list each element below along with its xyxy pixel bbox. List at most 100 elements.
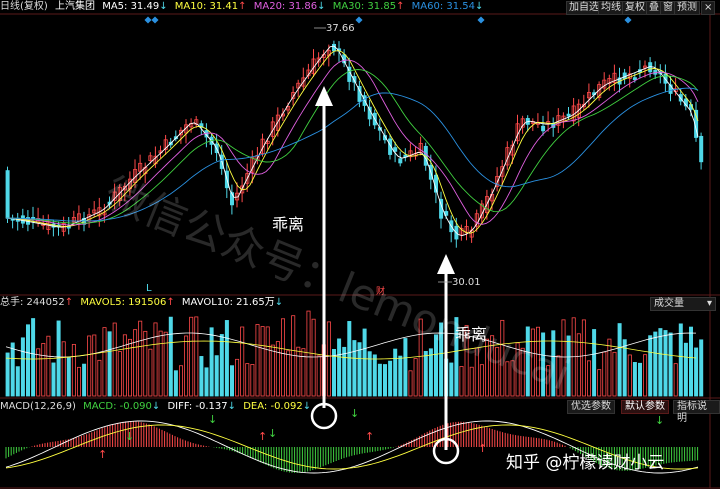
volume-bar xyxy=(510,360,515,397)
volume-bar xyxy=(51,362,56,397)
volume-bar xyxy=(459,366,464,397)
volume-bar xyxy=(311,318,316,397)
diff-value: DIFF: -0.137 xyxy=(167,401,228,412)
tab-indicator-guide[interactable]: 指标说明 xyxy=(673,400,720,424)
volume-bar xyxy=(678,323,683,397)
predict-button[interactable]: 预测 xyxy=(674,1,700,15)
volume-bar xyxy=(638,362,643,397)
volume-bar xyxy=(46,335,51,397)
credit-text: 知乎 @柠檬读财小云 xyxy=(506,453,665,473)
avg-line-button[interactable]: 均线 xyxy=(598,1,624,15)
candle xyxy=(602,79,607,89)
volume-bar xyxy=(194,316,199,397)
volume-bar xyxy=(342,346,347,397)
volume-bar xyxy=(495,346,500,397)
volume-bar xyxy=(372,354,377,397)
candle xyxy=(464,226,469,234)
event-marker-icon xyxy=(144,16,152,24)
volume-bar xyxy=(87,335,92,397)
candle xyxy=(408,150,413,158)
volume-bar xyxy=(178,365,183,397)
candle xyxy=(622,72,627,80)
candle xyxy=(275,114,280,131)
ma10-arrow-icon: ↑ xyxy=(238,1,247,12)
period-label[interactable]: 日线(复权) xyxy=(0,1,48,12)
volume-bar xyxy=(148,348,153,397)
candle xyxy=(97,207,102,217)
volume-bar xyxy=(31,318,36,397)
candle xyxy=(388,138,393,155)
close-icon[interactable]: × xyxy=(701,1,716,15)
volume-bar xyxy=(316,355,321,397)
candle xyxy=(122,185,127,191)
restore-button[interactable]: 复权 xyxy=(622,1,648,15)
volume-bar xyxy=(286,350,291,397)
ma30-label: MA30: 31.85 xyxy=(332,1,397,12)
volume-bar xyxy=(423,350,428,397)
volume-bar xyxy=(607,338,612,397)
candle xyxy=(316,57,321,63)
volume-bar xyxy=(454,317,459,397)
l-marker: L xyxy=(146,283,152,294)
mavol10-label: MAVOL10: 21.65万 xyxy=(181,297,275,308)
candle xyxy=(148,155,153,161)
volume-bar xyxy=(41,343,46,397)
candle xyxy=(382,135,387,141)
volume-bar xyxy=(393,348,398,397)
volume-bar xyxy=(250,364,255,397)
volume-bar xyxy=(5,352,10,397)
volume-bar xyxy=(479,364,484,397)
arrow-head-icon xyxy=(437,254,455,274)
add-watch-button[interactable]: 加自选 xyxy=(566,1,602,15)
low-price-label: 30.01 xyxy=(452,277,481,288)
volume-bar xyxy=(224,320,229,397)
volume-indicator-dropdown[interactable]: 成交量 ▾ xyxy=(650,297,716,311)
volume-bar xyxy=(280,318,285,397)
event-marker-icon xyxy=(624,16,632,24)
volume-bar xyxy=(306,310,311,397)
volume-bar xyxy=(143,330,148,397)
volume-bar xyxy=(347,321,352,397)
volume-bar xyxy=(561,319,566,397)
ma20-line xyxy=(6,59,699,226)
volume-bar xyxy=(56,320,61,397)
ma60-label: MA60: 31.54 xyxy=(411,1,476,12)
sell-signal-icon: ↓ xyxy=(208,413,217,426)
volume-bar xyxy=(362,328,367,397)
tab-default-params[interactable]: 默认参数 xyxy=(621,400,669,414)
diff-line xyxy=(5,420,699,474)
volume-bar xyxy=(530,328,535,397)
volume-bar xyxy=(694,347,699,397)
volume-bar xyxy=(587,360,592,397)
volume-bar xyxy=(388,360,393,397)
ma60-line xyxy=(6,87,699,222)
candle xyxy=(178,129,183,136)
volume-bar xyxy=(71,344,76,397)
tab-optimized-params[interactable]: 优选参数 xyxy=(567,400,615,414)
macd-arrow-icon: ↓ xyxy=(151,401,161,412)
candle xyxy=(505,147,510,166)
event-marker-icon xyxy=(477,16,485,24)
volume-bar xyxy=(275,341,280,397)
volume-bar xyxy=(352,340,357,397)
volume-bar xyxy=(153,322,158,397)
volume-bar xyxy=(632,362,637,397)
ma5-line xyxy=(5,45,699,237)
volume-bar xyxy=(77,366,82,397)
volume-bar xyxy=(245,363,250,397)
candle xyxy=(117,186,122,201)
overlay-button[interactable]: 叠 xyxy=(646,1,662,15)
volume-bar xyxy=(265,326,270,397)
mavol5-label: MAVOL5: 191506 xyxy=(80,297,167,308)
volume-bar xyxy=(214,355,219,397)
volume-bar xyxy=(464,325,469,397)
volume-bar xyxy=(643,354,648,397)
volume-bar xyxy=(331,349,336,397)
ma60-arrow-icon: ↓ xyxy=(475,1,484,12)
volume-bar xyxy=(184,335,189,397)
volume-bar xyxy=(663,330,668,397)
volume-bar xyxy=(403,338,408,397)
candle xyxy=(245,173,250,184)
volume-bar xyxy=(36,348,41,397)
